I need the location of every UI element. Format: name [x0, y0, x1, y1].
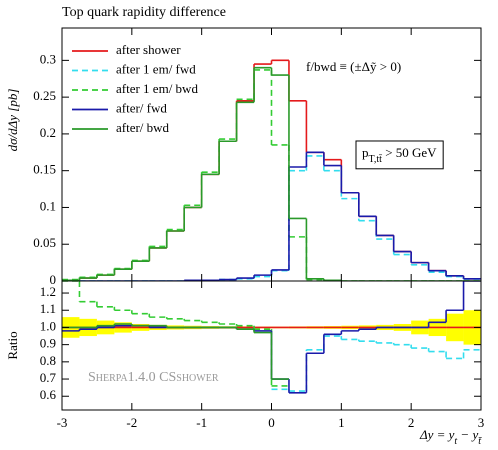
- y-tick-label: 0.05: [33, 235, 56, 250]
- y-tick-label: 0.25: [33, 88, 56, 103]
- legend-label: after/ fwd: [116, 100, 167, 115]
- y-tick-label: 1.2: [40, 284, 56, 299]
- annotation-part: f/bwd ≡ (±Δỹ > 0): [306, 59, 401, 74]
- x-tick-label: 1: [338, 415, 345, 430]
- legend-label: after 1 em/ fwd: [116, 61, 196, 76]
- annotation: pT,tt̄ > 50 GeV: [362, 145, 437, 165]
- y-axis-label: Ratio: [5, 331, 20, 359]
- y-tick-label: 0.3: [40, 51, 56, 66]
- annotation-part: p: [362, 145, 369, 160]
- x-tick-label: 2: [408, 415, 415, 430]
- y-tick-label: 0.2: [40, 125, 56, 140]
- x-axis-label-part: Δy = y: [419, 427, 455, 442]
- y-tick-label: 0.8: [40, 353, 56, 368]
- y-tick-label: 0.7: [40, 370, 57, 385]
- y-tick-label: 0: [50, 272, 57, 287]
- annotation-box: [355, 140, 444, 170]
- legend-label: after/ bwd: [116, 120, 170, 135]
- annotation: f/bwd ≡ (±Δỹ > 0): [306, 59, 401, 74]
- y-tick-label: 0.6: [40, 387, 57, 402]
- chart-title: Top quark rapidity difference: [62, 5, 226, 20]
- x-axis-label-part: t: [454, 436, 457, 447]
- y-tick-label: 1.0: [40, 318, 56, 333]
- legend-label: after 1 em/ bwd: [116, 81, 198, 96]
- x-axis-label-part: t̄: [478, 436, 482, 447]
- x-tick-label: -1: [196, 415, 207, 430]
- x-axis-label-part: − y: [457, 427, 478, 442]
- x-axis-label: Δy = yt − yt̄: [419, 427, 482, 447]
- plot-area: [62, 59, 481, 281]
- y-axis-label: dσ/dΔy [pb]: [5, 89, 20, 152]
- x-tick-label: 3: [478, 415, 485, 430]
- x-tick-label: -2: [126, 415, 137, 430]
- annotation-part: > 50 GeV: [382, 145, 437, 160]
- plot-area: [62, 281, 481, 394]
- annotation-part: T,tt̄: [369, 154, 383, 165]
- x-tick-label: -3: [57, 415, 68, 430]
- y-tick-label: 0.9: [40, 336, 56, 351]
- y-tick-label: 1.1: [40, 301, 56, 316]
- y-tick-label: 0.15: [33, 162, 56, 177]
- x-tick-label: 0: [268, 415, 275, 430]
- y-tick-label: 0.1: [40, 198, 56, 213]
- watermark: Sherpa1.4.0 CSshower: [88, 370, 219, 385]
- legend-label: after shower: [116, 42, 181, 57]
